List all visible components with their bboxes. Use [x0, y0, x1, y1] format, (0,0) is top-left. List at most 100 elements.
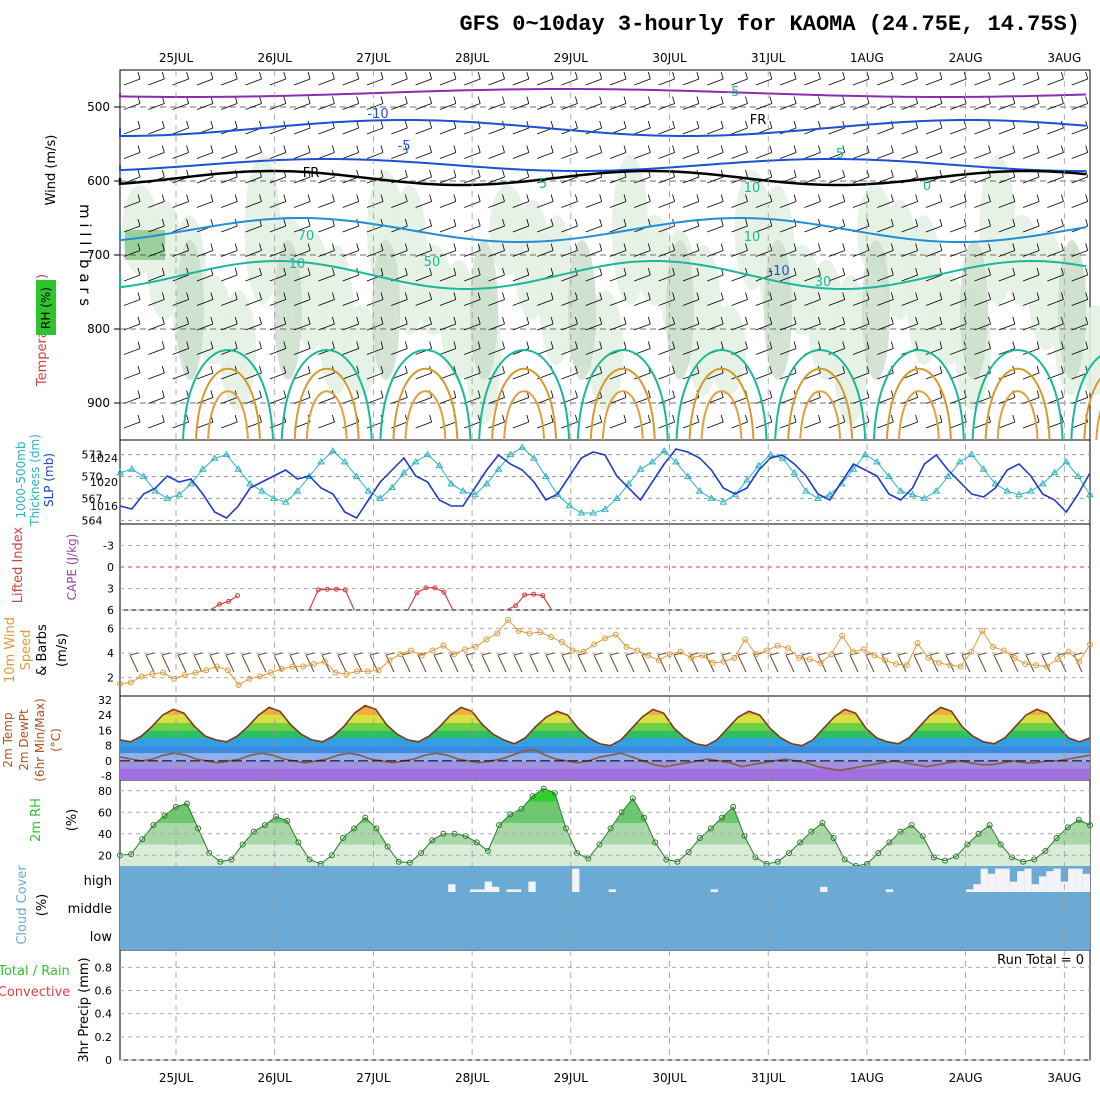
cloud-gap [528, 866, 536, 882]
wind-barb [366, 78, 384, 86]
wind-barb [658, 274, 675, 282]
wind-speed-line-point [558, 638, 565, 645]
wind-barb-flag [599, 243, 603, 251]
wind-barb-flag [575, 414, 578, 423]
wind-barb [634, 372, 651, 380]
contour-20 [984, 367, 1051, 441]
thickness-point [1086, 490, 1094, 498]
wind-barb-flag [769, 120, 773, 129]
wind-barb-flag [939, 292, 943, 300]
wind-barb-flag [137, 120, 141, 129]
wind-speed-line-point [235, 681, 242, 688]
wind-barb [318, 274, 335, 282]
thickness-point [885, 472, 893, 480]
precip-side-2: Convective [0, 985, 70, 1000]
contour-20 [1083, 377, 1100, 441]
li-point [217, 601, 223, 607]
wind-barb [342, 152, 359, 159]
wind-barb [925, 397, 943, 404]
wind-barb [269, 225, 286, 233]
wind-barb [536, 348, 554, 355]
wind-barb-flag [818, 341, 821, 349]
wind-barb [196, 274, 214, 282]
li-point [414, 590, 420, 596]
barb-flag [817, 652, 827, 656]
wind-barb [245, 274, 262, 282]
wind-barb-flag [502, 218, 505, 227]
slp-tick-label: 1024 [90, 452, 118, 465]
wind-barb-flag [307, 267, 311, 276]
wind-barb [1022, 274, 1040, 282]
high-cloud-bar [491, 886, 500, 892]
wind-barb [342, 323, 359, 331]
wind-barb-flag [307, 341, 311, 349]
wind-barb [221, 421, 238, 429]
wind-barb-flag [453, 341, 457, 349]
barb [241, 654, 251, 673]
wind-barb-flag [720, 194, 724, 202]
wind-barb [950, 176, 967, 184]
wind-barb [950, 78, 967, 86]
wind-speed-line-point [515, 627, 522, 634]
wind-barb-flag [599, 365, 603, 374]
wind-barb [561, 299, 578, 306]
wind-barb-flag [599, 71, 603, 80]
wind-speed-line-point [224, 667, 231, 674]
wind-barb-flag [939, 390, 943, 398]
thickness-point [577, 509, 586, 516]
temp-side-3: (°C) [49, 728, 63, 752]
wind-barb [755, 152, 772, 159]
wind-barb-flag [234, 292, 238, 300]
wind-barb [415, 250, 432, 257]
wind-barb-flag [186, 145, 189, 153]
wind-barb-flag [1061, 292, 1064, 300]
wind-barb-flag [161, 145, 165, 153]
wind-barb [585, 421, 602, 429]
wind-barb [245, 201, 262, 208]
wind-barb-flag [647, 267, 651, 276]
wind-barb-flag [575, 194, 578, 202]
wind-barb [901, 250, 918, 257]
barb [449, 654, 459, 673]
wind-barb [779, 397, 797, 404]
wind-barb-flag [988, 243, 991, 251]
wind-barb [196, 78, 214, 86]
barb-flag [721, 652, 731, 656]
date-bottom-2: 27JUL [356, 1071, 391, 1085]
thick-tick-label: 564 [82, 514, 103, 527]
wind-barb-flag [453, 169, 457, 178]
wind-barb [901, 299, 918, 306]
thickness-point [612, 494, 621, 501]
wind-barb [318, 201, 335, 208]
rh-side-1: 2m RH [29, 798, 44, 842]
date-bottom-8: 2AUG [949, 1071, 983, 1085]
rh-line-point [418, 850, 425, 857]
wind-speed-line-point [979, 627, 986, 634]
wind-barb-flag [939, 120, 943, 129]
rh-line-point [128, 851, 135, 858]
date-bottom-7: 1AUG [850, 1071, 884, 1085]
wind-barb [439, 299, 457, 306]
wind-barb [269, 274, 286, 282]
wind-barb-flag [186, 365, 189, 374]
barb-flag [497, 652, 507, 656]
wind-barb [1022, 397, 1040, 404]
wind-barb-flag [404, 390, 408, 398]
wind-barb [561, 201, 578, 208]
wind-speed-line-point [936, 659, 943, 666]
wind-barb [707, 372, 724, 380]
rh-line [119, 788, 1091, 867]
barb [817, 654, 827, 673]
wind-barb [148, 372, 165, 380]
wind-barb [925, 323, 943, 331]
wind-barb-flag [939, 414, 943, 423]
precip-tick-label: 0.4 [95, 1008, 113, 1021]
wind-speed-line-point [300, 663, 307, 670]
wind-barb [609, 299, 627, 306]
wind-barb [123, 348, 141, 355]
wind-barb [318, 250, 335, 257]
wind-barb [269, 397, 286, 404]
wind-barb-flag [696, 341, 700, 349]
wind-barb-flag [623, 96, 627, 104]
thickness-point [364, 487, 373, 494]
